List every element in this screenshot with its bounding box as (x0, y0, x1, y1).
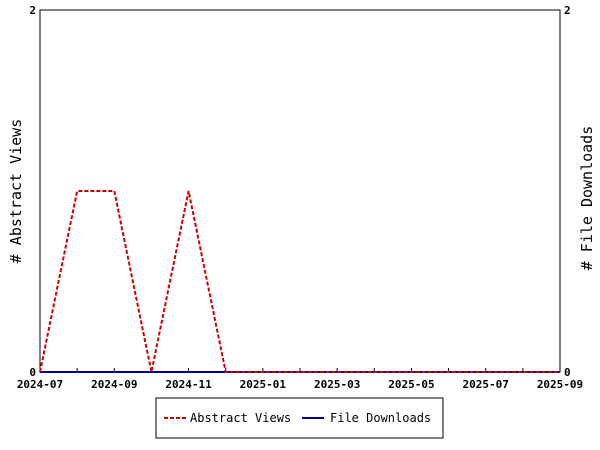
x-tick-labels: 2024-07 2024-09 2024-11 2025-01 2025-03 2025-… (17, 378, 583, 391)
y-left-axis-title: # Abstract Views (7, 119, 25, 264)
y-left-tick-max: 2 (29, 4, 36, 17)
x-tick-label-2024-07: 2024-07 (17, 378, 63, 391)
x-tick-label-2025-01: 2025-01 (240, 378, 287, 391)
x-tick-label-2025-03: 2025-03 (314, 378, 360, 391)
series-layer (39, 190, 560, 373)
y-right-tick-zero: 0 (564, 366, 571, 379)
x-tick-label-2025-07: 2025-07 (463, 378, 509, 391)
legend-box (155, 397, 444, 439)
y-left-tick-zero: 0 (29, 366, 36, 379)
x-tick-label-2024-09: 2024-09 (91, 378, 137, 391)
x-tick-label-2025-09: 2025-09 (537, 378, 583, 391)
series-line-abstract-views (39, 190, 560, 373)
x-tick-label-2025-05: 2025-05 (388, 378, 434, 391)
plot-area (39, 9, 561, 373)
y-right-tick-max: 2 (564, 4, 571, 17)
y-right-axis-title: # File Downloads (578, 126, 596, 271)
legend-label-abstract-views: Abstract Views (190, 411, 291, 425)
x-tick-label-2024-11: 2024-11 (165, 378, 212, 391)
legend-label-file-downloads: File Downloads (330, 411, 431, 425)
legend: Abstract Views File Downloads (155, 397, 444, 439)
